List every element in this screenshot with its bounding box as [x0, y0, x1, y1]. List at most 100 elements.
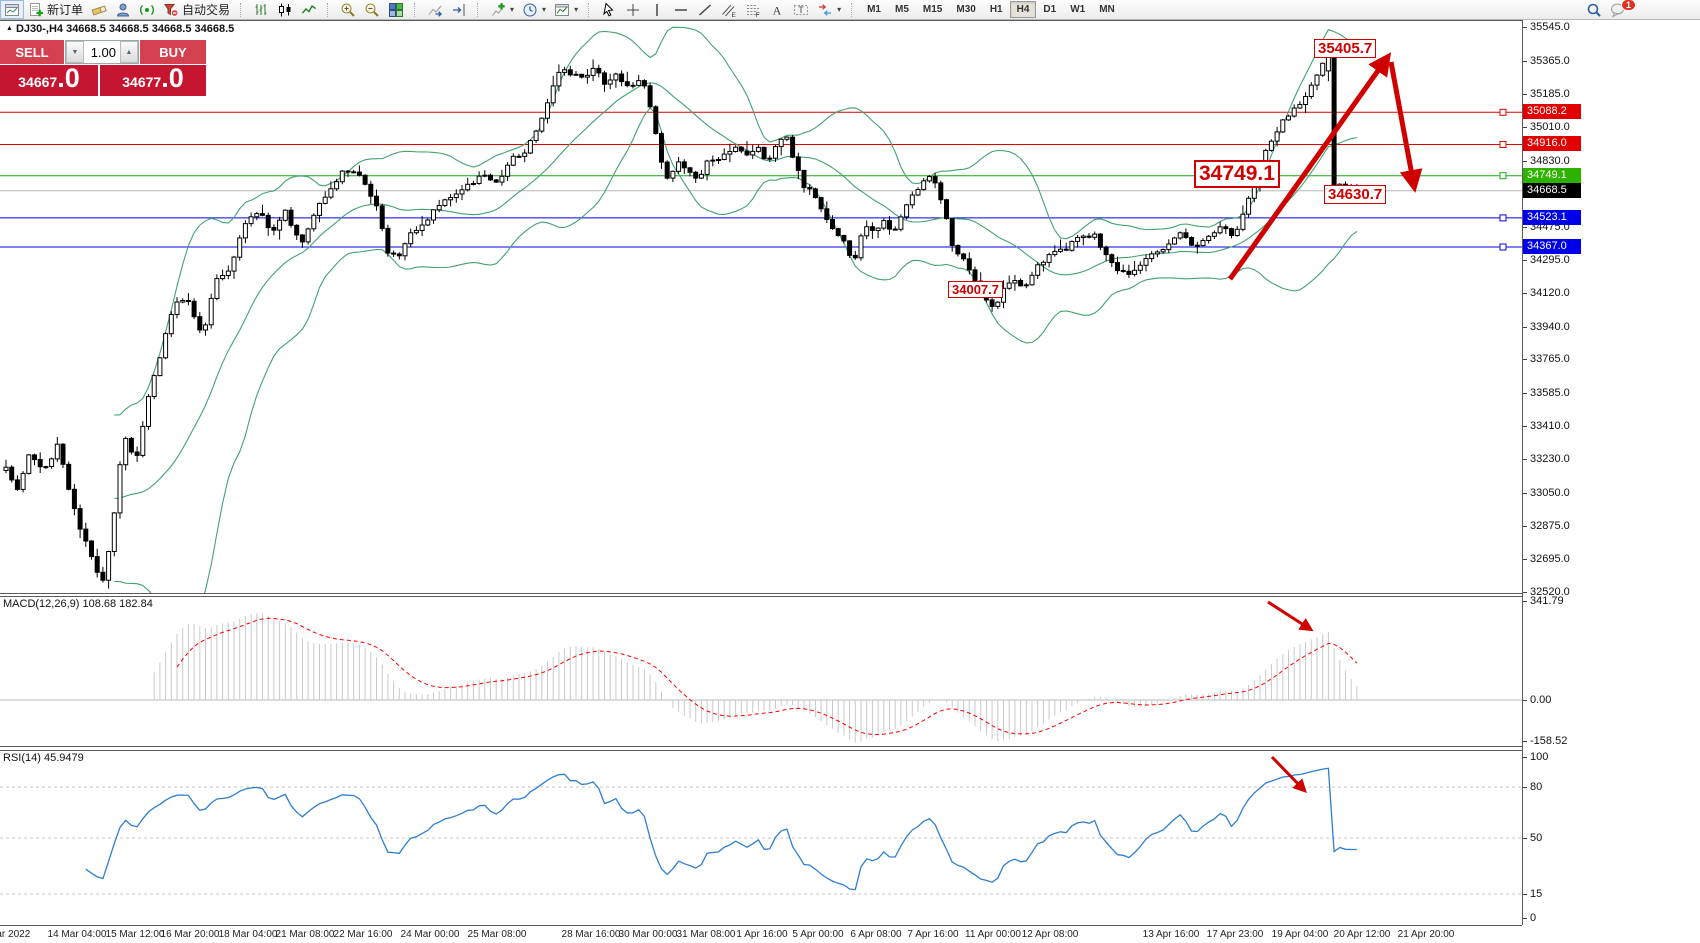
price-tick-label: 35365.0 [1530, 55, 1570, 67]
new-order-button[interactable]: 新订单 [24, 0, 87, 19]
axis-tick-mark [1523, 94, 1527, 95]
sell-button[interactable]: SELL [0, 40, 64, 64]
text-label-button[interactable]: T [789, 0, 813, 19]
line-chart-mode-button[interactable] [297, 0, 321, 19]
trend-arrow[interactable] [1388, 61, 1423, 193]
tile-windows-button[interactable] [384, 0, 408, 19]
svg-text:E: E [732, 12, 737, 18]
up-triangle-icon: ▲ [6, 25, 13, 32]
chart-window-button[interactable] [0, 0, 24, 19]
main-chart-panel[interactable] [0, 20, 1522, 593]
periods-button[interactable]: ▾ [518, 0, 550, 19]
zoom-in-icon [341, 3, 355, 17]
time-axis-label: 21 Apr 20:00 [1397, 929, 1455, 940]
horizontal-line-button[interactable] [669, 0, 693, 19]
time-axis-label: 15 Mar 12:00 [105, 929, 165, 940]
timeframe-M30[interactable]: M30 [956, 4, 976, 15]
time-axis-label: 24 Mar 00:00 [400, 929, 460, 940]
bar-chart-mode-icon [255, 3, 267, 15]
price-annotation-label[interactable]: 34749.1 [1194, 160, 1280, 188]
axis-tick-mark [1523, 293, 1527, 294]
volume-up-button[interactable]: ▲ [120, 41, 138, 63]
axis-tick-mark [1523, 61, 1527, 62]
signal-button[interactable] [135, 0, 159, 19]
one-click-trade-panel: SELL ▼ 1.00 ▲ BUY 34667 .0 34677 .0 [0, 40, 206, 97]
auto-scroll-button[interactable] [423, 0, 447, 19]
equidistant-channel-button[interactable]: E [717, 0, 741, 19]
zoom-in-button[interactable] [336, 0, 360, 19]
svg-text:A: A [773, 3, 782, 17]
text-button[interactable]: A [765, 0, 789, 19]
axis-tick-mark [1523, 700, 1527, 701]
bar-chart-mode-button[interactable] [249, 0, 273, 19]
macd-rsi-separator-a[interactable] [0, 746, 1522, 747]
timeframe-W1[interactable]: W1 [1070, 4, 1086, 15]
cursor-button[interactable] [597, 0, 621, 19]
price-tick-label: 35010.0 [1530, 121, 1570, 133]
crosshair-button[interactable] [621, 0, 645, 19]
time-axis-label: 11 Apr 00:00 [965, 929, 1021, 940]
time-axis-label: 6 Apr 08:00 [850, 929, 902, 940]
time-axis-label: 7 Apr 16:00 [907, 929, 959, 940]
timeframe-M5[interactable]: M5 [895, 4, 909, 15]
trendline-button[interactable] [693, 0, 717, 19]
symbol-info-bar: ▲ DJ30-,H4 34668.5 34668.5 34668.5 34668.… [6, 23, 234, 35]
vertical-line-icon [656, 3, 658, 16]
search-button[interactable] [1582, 0, 1606, 19]
sell-price[interactable]: 34667 .0 [0, 65, 98, 96]
main-macd-separator-b[interactable] [0, 596, 1522, 597]
timeframe-H4[interactable]: H4 [1009, 1, 1037, 18]
axis-tick-mark [1523, 161, 1527, 162]
new-order-icon [30, 2, 43, 16]
timeframe-M15[interactable]: M15 [922, 4, 943, 15]
price-level-chip: 35088.2 [1523, 104, 1581, 119]
shapes-icon [819, 3, 832, 16]
timeframe-D1[interactable]: D1 [1043, 4, 1057, 15]
trend-arrow[interactable] [1267, 600, 1314, 632]
volume-down-button[interactable]: ▼ [66, 41, 84, 63]
auto-trading-button[interactable]: 自动交易 [159, 0, 234, 19]
vertical-line-button[interactable] [645, 0, 669, 19]
zoom-out-button[interactable] [360, 0, 384, 19]
chart-shift-button[interactable] [447, 0, 471, 19]
timeframe-H1[interactable]: H1 [989, 4, 1003, 15]
templates-button[interactable]: ▾ [550, 0, 582, 19]
volume-input[interactable]: 1.00 [90, 44, 116, 60]
price-level-chip: 34523.1 [1523, 210, 1581, 225]
indicators-button[interactable]: ▾ [486, 0, 518, 19]
profile-button[interactable] [111, 0, 135, 19]
shapes-button[interactable]: ▾ [813, 0, 845, 19]
trend-arrow[interactable] [1227, 52, 1392, 281]
axis-tick-mark [1523, 894, 1527, 895]
price-annotation-label[interactable]: 34007.7 [948, 281, 1003, 298]
search-icon [1587, 3, 1601, 17]
main-macd-separator-a[interactable] [0, 593, 1522, 594]
price-annotation-label[interactable]: 34630.7 [1324, 185, 1387, 204]
axis-tick-mark [1523, 757, 1527, 758]
axis-tick-mark [1523, 359, 1527, 360]
timeframe-M1[interactable]: M1 [867, 4, 881, 15]
price-tick-label: 33765.0 [1530, 353, 1570, 365]
chat-button[interactable]: 1 [1606, 0, 1636, 19]
macd-rsi-separator-b[interactable] [0, 750, 1522, 751]
buy-button[interactable]: BUY [140, 40, 206, 64]
volume-stepper: ▼ 1.00 ▲ [65, 40, 139, 64]
price-tick-label: 33410.0 [1530, 420, 1570, 432]
axis-tick-mark [1523, 601, 1527, 602]
timeframe-MN[interactable]: MN [1099, 4, 1115, 15]
rsi-panel[interactable] [0, 750, 1522, 925]
time-axis-label: 14 Mar 04:00 [47, 929, 107, 940]
axis-tick-mark [1523, 526, 1527, 527]
symbol-ohlc-text: DJ30-,H4 34668.5 34668.5 34668.5 34668.5 [15, 23, 235, 35]
time-axis-label: 16 Mar 20:00 [160, 929, 220, 940]
fibonacci-button[interactable]: F [741, 0, 765, 19]
eraser-tool-button[interactable] [87, 0, 111, 19]
rsi-tick-label: 0 [1530, 912, 1537, 924]
candlestick-mode-button[interactable] [273, 0, 297, 19]
trend-arrow[interactable] [1270, 755, 1307, 794]
price-annotation-label[interactable]: 35405.7 [1314, 39, 1377, 58]
macd-panel[interactable] [0, 596, 1522, 746]
buy-price[interactable]: 34677 .0 [100, 65, 206, 96]
axis-tick-mark [1523, 787, 1527, 788]
